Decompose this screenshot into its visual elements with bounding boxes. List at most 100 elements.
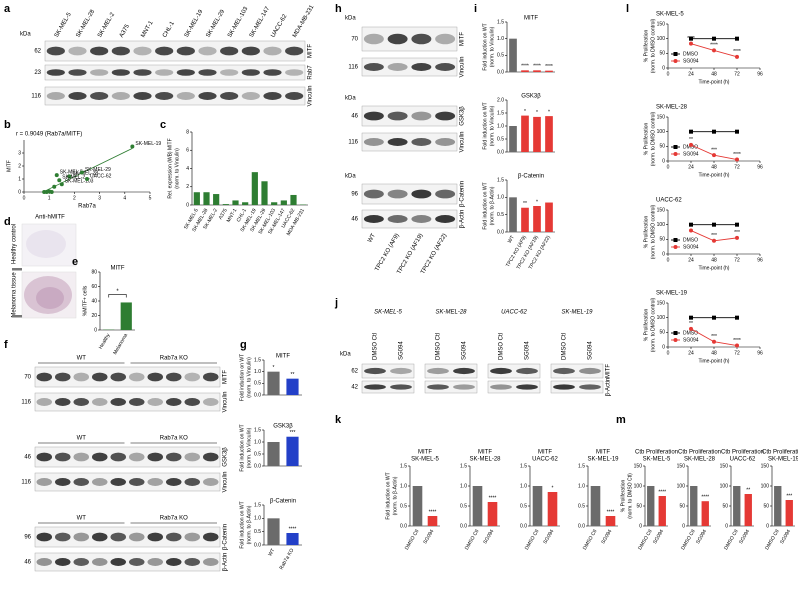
band bbox=[435, 189, 456, 199]
point-label: SK-MEL-2 bbox=[62, 175, 85, 181]
significance: ** bbox=[523, 201, 527, 207]
significance: *** bbox=[711, 147, 717, 153]
y-tick-label: 1 bbox=[18, 176, 21, 182]
band bbox=[176, 46, 195, 56]
kda-marker: 62 bbox=[351, 369, 358, 375]
band bbox=[202, 452, 219, 462]
lane-label: TPC2 KO (AF22) bbox=[420, 233, 448, 276]
y-tick-label: 150 bbox=[657, 300, 666, 306]
band bbox=[176, 92, 195, 100]
protein-label: MITF bbox=[460, 32, 466, 46]
y-tick-label: 100 bbox=[657, 36, 666, 42]
y-tick-label: 1.5 bbox=[497, 19, 504, 25]
y-axis-label: (norm. to β-Actin) bbox=[392, 476, 398, 515]
y-tick-label: 100 bbox=[677, 483, 686, 489]
significance: **** bbox=[533, 64, 541, 70]
band bbox=[198, 69, 217, 76]
x-tick-label: SG094 bbox=[422, 528, 435, 545]
y-tick-label: 0 bbox=[725, 523, 728, 529]
panel-letter: e bbox=[72, 256, 78, 268]
y-tick-label: 1.0 bbox=[254, 516, 261, 522]
band bbox=[435, 215, 456, 223]
bar bbox=[744, 494, 752, 526]
significance: * bbox=[116, 289, 119, 295]
y-tick-label: 1.5 bbox=[460, 463, 467, 469]
chart-title: MITF bbox=[596, 450, 610, 456]
panel-letter: b bbox=[4, 119, 11, 131]
y-tick-label: 0.0 bbox=[460, 523, 467, 529]
bar bbox=[472, 486, 483, 526]
significance: **** bbox=[289, 526, 297, 532]
band bbox=[363, 111, 384, 121]
marker bbox=[735, 54, 739, 59]
band bbox=[110, 452, 127, 462]
y-tick-label: 150 bbox=[720, 463, 729, 469]
marker bbox=[735, 235, 739, 240]
blot bbox=[44, 64, 306, 81]
significance: ** bbox=[689, 321, 693, 327]
x-tick-label: 24 bbox=[688, 257, 694, 263]
legend-marker bbox=[673, 152, 678, 156]
x-tick-label: SG094 bbox=[600, 528, 613, 545]
significance: * bbox=[524, 109, 526, 115]
band bbox=[435, 33, 456, 45]
bar bbox=[532, 486, 543, 526]
band bbox=[516, 367, 538, 375]
x-tick-label: 48 bbox=[711, 257, 717, 263]
blot bbox=[361, 380, 415, 394]
x-axis-label: Rab7a bbox=[78, 204, 96, 210]
protein-label: Vinculin bbox=[308, 86, 314, 107]
protein-label: β-Actin bbox=[606, 378, 612, 397]
bar bbox=[733, 486, 741, 526]
band bbox=[453, 384, 475, 390]
x-tick-label: 48 bbox=[711, 71, 717, 77]
x-tick-label: 24 bbox=[688, 350, 694, 356]
group-label: Rab7a KO bbox=[160, 516, 188, 522]
point bbox=[54, 173, 59, 178]
band bbox=[36, 478, 53, 486]
group-label: Rab7a KO bbox=[160, 356, 188, 362]
y-axis-label: (norm. to Vinculin) bbox=[246, 357, 252, 398]
band bbox=[73, 532, 90, 542]
significance: * bbox=[548, 109, 550, 115]
x-tick-label: 72 bbox=[734, 350, 740, 356]
significance: **** bbox=[733, 49, 741, 55]
band bbox=[198, 92, 217, 100]
significance: * bbox=[536, 110, 538, 116]
band bbox=[516, 384, 538, 390]
x-tick-label: 0 bbox=[667, 257, 670, 263]
x-tick-label: 1 bbox=[48, 195, 51, 201]
y-tick-label: 50 bbox=[659, 51, 665, 57]
point bbox=[59, 182, 64, 187]
y-tick-label: 100 bbox=[634, 483, 643, 489]
band bbox=[73, 558, 90, 566]
chart-title: GSK3β bbox=[273, 424, 293, 430]
legend-marker bbox=[673, 238, 678, 242]
point-label: SK-MEL-28 bbox=[72, 171, 98, 177]
band bbox=[90, 46, 109, 56]
marker bbox=[689, 41, 693, 46]
legend-marker bbox=[673, 245, 678, 249]
bar bbox=[232, 200, 239, 205]
bar bbox=[290, 194, 297, 205]
legend-label: DMSO bbox=[683, 237, 698, 243]
bar bbox=[533, 206, 541, 232]
point bbox=[67, 174, 72, 179]
lane-label: SK-MEL-103 bbox=[227, 5, 250, 38]
y-tick-label: 0.0 bbox=[520, 523, 527, 529]
panel-letter: i bbox=[474, 3, 477, 15]
marker bbox=[689, 228, 693, 233]
y-axis-label: % Proliferation bbox=[620, 480, 626, 513]
bar bbox=[658, 496, 666, 526]
band bbox=[184, 398, 201, 406]
blot bbox=[361, 209, 458, 229]
band bbox=[184, 372, 201, 382]
band bbox=[435, 63, 456, 71]
lane-label: SK-MEL-28 bbox=[75, 8, 96, 38]
x-tick-label: SG094 bbox=[738, 528, 751, 545]
significance: *** bbox=[711, 334, 717, 340]
kda-label: kDa bbox=[345, 16, 356, 22]
bar bbox=[545, 70, 553, 72]
blot bbox=[424, 380, 478, 394]
